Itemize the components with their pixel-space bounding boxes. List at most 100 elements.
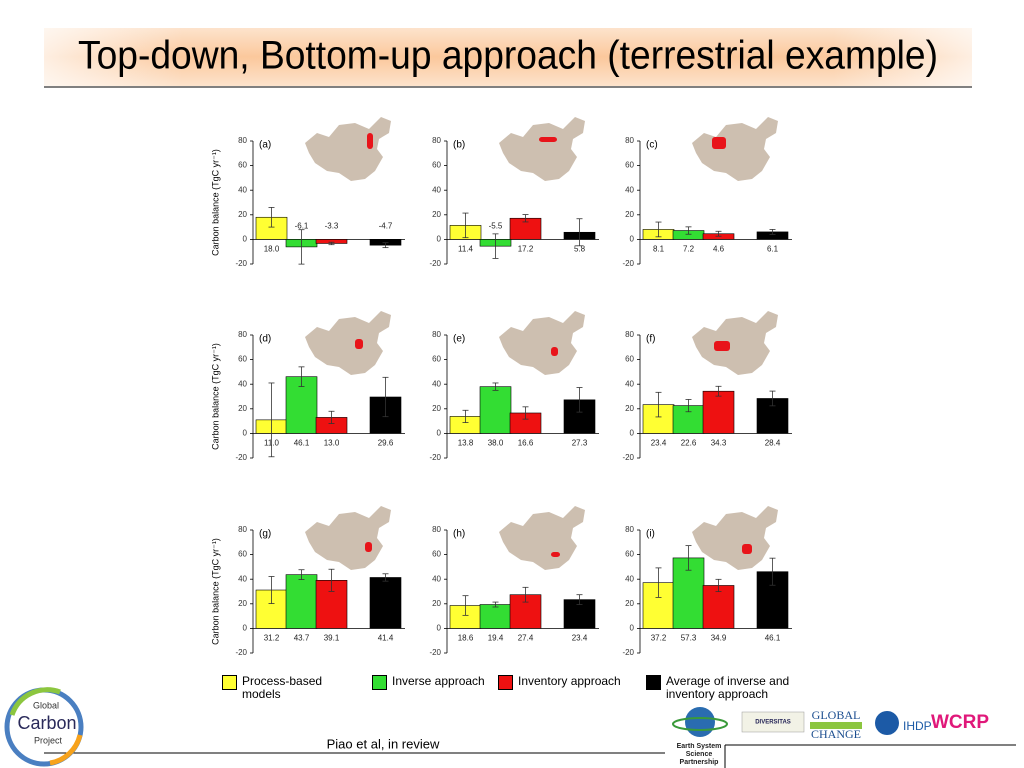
y-axis-label: Carbon balance (TgC yr⁻¹) xyxy=(210,149,220,256)
y-tick-label: 40 xyxy=(238,185,247,194)
value-label: 19.4 xyxy=(488,634,504,643)
map xyxy=(499,311,585,375)
value-label: 6.1 xyxy=(767,245,779,254)
value-label: 29.6 xyxy=(378,439,394,448)
map-country xyxy=(305,117,391,181)
map xyxy=(692,311,778,375)
value-label: 39.1 xyxy=(324,634,340,643)
legend-label: Process-based models xyxy=(242,674,323,701)
value-label: 11.4 xyxy=(458,245,474,254)
panel: (g) Carbon balance (TgC yr⁻¹) -20 0 20 40 60 80… xyxy=(210,506,405,657)
essp-orbit xyxy=(672,717,728,731)
map-country xyxy=(692,311,778,375)
y-tick-label: -20 xyxy=(622,259,634,268)
y-tick-label: -20 xyxy=(429,259,441,268)
map-region xyxy=(365,542,372,552)
y-tick-label: 20 xyxy=(432,599,441,608)
gcp-logo-text: Carbon xyxy=(17,713,76,733)
value-label: 8.1 xyxy=(653,245,665,254)
panel: (i) -20 0 20 40 60 80 37.2 57.3 34.9 46.1 xyxy=(622,506,792,657)
legend-swatch xyxy=(498,675,513,690)
y-tick-label: 0 xyxy=(630,429,635,438)
value-label: 23.4 xyxy=(651,439,667,448)
value-label: 23.4 xyxy=(572,634,588,643)
value-label: 11.0 xyxy=(264,439,280,448)
y-tick-label: 0 xyxy=(630,624,635,633)
y-tick-label: 80 xyxy=(432,330,441,339)
map xyxy=(305,311,391,375)
y-tick-label: 60 xyxy=(625,550,634,559)
value-label: 27.3 xyxy=(572,439,588,448)
wcrp-logo-text: WCRP xyxy=(931,712,989,733)
global-change-logo-text: GLOBAL xyxy=(812,708,861,722)
panel-label: (e) xyxy=(453,334,465,345)
value-label: 28.4 xyxy=(765,439,781,448)
map xyxy=(499,117,585,181)
value-label: -3.3 xyxy=(325,222,339,231)
map-region xyxy=(712,137,726,149)
y-tick-label: 20 xyxy=(625,210,634,219)
value-label: 7.2 xyxy=(683,245,695,254)
value-label: -5.5 xyxy=(489,222,503,231)
value-label: 5.8 xyxy=(574,245,586,254)
bar xyxy=(369,577,402,629)
panel: (h) -20 0 20 40 60 80 18.6 19.4 27.4 23.4 xyxy=(429,506,599,657)
legend-swatch xyxy=(646,675,661,690)
y-tick-label: 60 xyxy=(238,161,247,170)
gcp-logo-text: Project xyxy=(34,735,63,745)
y-axis-label: Carbon balance (TgC yr⁻¹) xyxy=(210,538,220,645)
panel-label: (i) xyxy=(646,529,655,540)
panel-label: (g) xyxy=(259,529,271,540)
legend-item: Inventory approach xyxy=(498,670,638,690)
panel: (a) Carbon balance (TgC yr⁻¹) -20 0 20 40 60 80… xyxy=(210,117,405,268)
y-tick-label: 40 xyxy=(625,379,634,388)
value-label: 4.6 xyxy=(713,245,725,254)
value-label: 34.9 xyxy=(711,634,727,643)
y-tick-label: 0 xyxy=(630,235,635,244)
gcp-logo-text: Global xyxy=(33,700,59,710)
panel: (c) -20 0 20 40 60 80 8.1 7.2 4.6 6.1 xyxy=(622,117,792,268)
y-tick-label: 0 xyxy=(243,429,248,438)
value-label: -4.7 xyxy=(379,222,393,231)
y-tick-label: 60 xyxy=(625,161,634,170)
y-tick-label: 80 xyxy=(625,525,634,534)
y-tick-label: 60 xyxy=(432,355,441,364)
value-label: 38.0 xyxy=(488,439,504,448)
legend-label: Inverse approach xyxy=(392,674,485,688)
y-tick-label: 20 xyxy=(625,404,634,413)
panel: (e) -20 0 20 40 60 80 13.8 38.0 16.6 27.3 xyxy=(429,311,599,462)
map-region xyxy=(355,339,363,349)
map-region xyxy=(551,347,558,356)
value-label: 16.6 xyxy=(518,439,534,448)
y-tick-label: 80 xyxy=(238,136,247,145)
bar xyxy=(702,585,735,629)
ihdp-logo-text: IHDP xyxy=(903,719,932,733)
map-country xyxy=(305,311,391,375)
panel: (d) Carbon balance (TgC yr⁻¹) -20 0 20 40 60 80… xyxy=(210,311,405,462)
value-label: 46.1 xyxy=(765,634,781,643)
panel-label: (f) xyxy=(646,334,655,345)
y-tick-label: 80 xyxy=(238,330,247,339)
map-region xyxy=(551,552,560,557)
y-tick-label: 0 xyxy=(437,624,442,633)
y-tick-label: 60 xyxy=(625,355,634,364)
value-label: 34.3 xyxy=(711,439,727,448)
panel-label: (a) xyxy=(259,140,271,151)
essp-logo-text: Earth System Science Partnership xyxy=(676,743,722,766)
diversitas-box xyxy=(741,711,805,733)
panel: (f) -20 0 20 40 60 80 23.4 22.6 34.3 28.4 xyxy=(622,311,792,462)
y-tick-label: 20 xyxy=(432,210,441,219)
map-country xyxy=(499,117,585,181)
y-tick-label: -20 xyxy=(429,648,441,657)
y-tick-label: 40 xyxy=(625,574,634,583)
panel-label: (d) xyxy=(259,334,271,345)
value-label: 18.6 xyxy=(458,634,474,643)
value-label: 37.2 xyxy=(651,634,667,643)
value-label: 17.2 xyxy=(518,245,534,254)
slide-title: Top-down, Bottom-up approach (terrestria… xyxy=(78,34,938,78)
y-tick-label: 40 xyxy=(432,574,441,583)
legend: Process-based models Inverse approach Inve… xyxy=(222,670,822,701)
y-tick-label: 0 xyxy=(243,235,248,244)
legend-label: Average of inverse and inventory approac… xyxy=(666,674,790,701)
